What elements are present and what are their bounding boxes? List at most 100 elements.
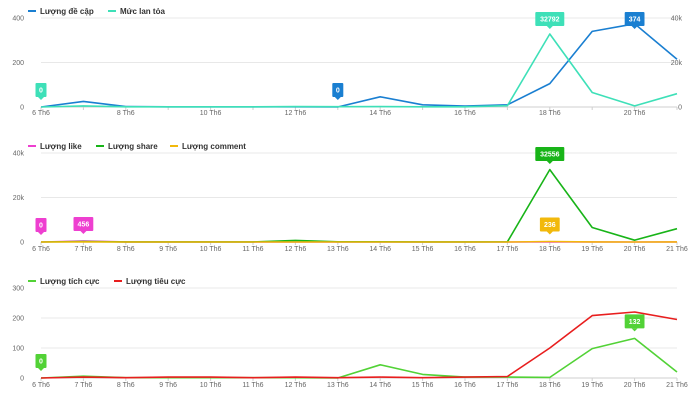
engagement-y-tick-label: 20k [13,195,25,202]
mentions-data-label-box [535,12,565,26]
series-line-muc-lan-toa[interactable] [40,33,678,108]
mentions-x-tick-label: 14 Th6 [369,110,391,117]
engagement-data-label-text: 32556 [540,152,560,159]
series-line-luong-tieu-cuc[interactable] [40,311,678,379]
engagement-x-tick-label: 16 Th6 [454,246,476,253]
engagement-x-tick-label: 15 Th6 [412,246,434,253]
mentions-data-label: 0 [332,83,344,100]
mentions-x-tick-label: 8 Th6 [117,110,135,117]
mentions-x-tick-label: 6 Th6 [32,110,50,117]
mentions-data-label-pointer [38,97,44,100]
sentiment-x-tick-label: 16 Th6 [454,382,476,389]
sentiment-y-tick-label: 100 [12,346,24,353]
sentiment-data-label-text: 0 [39,359,43,366]
engagement-data-label: 0 [35,218,47,235]
mentions-y-tick-label: 0 [20,105,24,112]
mentions-reach-chart: Lượng đề cập Mức lan tỏa 0 200 400 0 20k 40k 6 T… [12,7,683,117]
engagement-data-label-pointer [80,230,87,234]
sentiment-x-tick-label: 21 Th6 [666,382,688,389]
legend-label-muc-lan-toa[interactable]: Mức lan tỏa [120,7,165,16]
sentiment-data-label: 132 [624,314,645,332]
engagement-x-tick-label: 8 Th6 [117,246,135,253]
sentiment-y-tick-label: 0 [20,376,24,383]
mentions-data-label-pointer [334,97,341,100]
mentions-data-label-text: 0 [39,88,43,95]
mentions-data-label: 32792 [535,12,565,29]
legend-label-luong-comment[interactable]: Lượng comment [182,142,246,151]
series-line-luong-comment[interactable] [40,240,678,243]
legend-label-luong-like[interactable]: Lượng like [40,142,82,151]
engagement-x-tick-label: 7 Th6 [75,246,93,253]
sentiment-data-label-text: 132 [629,319,641,326]
series-line-luong-de-cap[interactable] [40,22,678,108]
engagement-x-tick-label: 18 Th6 [539,246,561,253]
engagement-y-tick-label: 40k [13,151,25,158]
sentiment-data-label: 0 [35,354,47,371]
mentions-data-label-pointer [631,26,638,29]
sentiment-y-tick-label: 300 [12,286,24,293]
sentiment-x-tick-label: 10 Th6 [200,382,222,389]
mentions-y2-tick-label: 0 [678,105,682,112]
sentiment-x-tick-label: 6 Th6 [32,382,50,389]
mentions-y2-tick-label: 40k [671,16,683,23]
legend-label-luong-share[interactable]: Lượng share [108,142,158,151]
engagement-x-tick-label: 6 Th6 [32,246,50,253]
mentions-data-label-box [35,83,47,97]
series-line-luong-share[interactable] [40,168,678,243]
mentions-x-tick-label: 18 Th6 [539,110,561,117]
mentions-data-label-text: 0 [336,88,340,95]
engagement-data-label: 456 [73,216,94,234]
engagement-data-label-box [535,147,565,161]
sentiment-x-tick-label: 19 Th6 [581,382,603,389]
engagement-data-label-pointer [546,231,553,235]
sentiment-x-tick-label: 17 Th6 [497,382,519,389]
engagement-data-label-box [539,217,560,232]
legend-label-luong-de-cap[interactable]: Lượng đề cập [40,7,94,16]
sentiment-data-label-pointer [38,368,44,371]
engagement-data-label-text: 0 [39,223,43,230]
engagement-x-tick-label: 12 Th6 [285,246,307,253]
mentions-y-tick-label: 400 [12,16,24,23]
mentions-x-tick-label: 12 Th6 [285,110,307,117]
engagement-data-label-text: 456 [78,221,90,228]
legend-label-luong-tich-cuc[interactable]: Lượng tích cực [40,277,100,286]
sentiment-x-tick-label: 13 Th6 [327,382,349,389]
sentiment-x-tick-label: 7 Th6 [75,382,93,389]
mentions-data-label-box [624,12,645,26]
mentions-x-tick-label: 10 Th6 [200,110,222,117]
sentiment-x-tick-label: 20 Th6 [624,382,646,389]
mentions-data-label: 0 [35,83,47,100]
engagement-x-tick-label: 11 Th6 [242,246,263,253]
engagement-y-tick-label: 0 [20,240,24,247]
sentiment-y-tick-label: 200 [12,316,24,323]
engagement-data-label-text: 236 [544,222,556,229]
mentions-y-tick-label: 200 [12,60,24,67]
sentiment-x-tick-label: 18 Th6 [539,382,561,389]
engagement-x-tick-label: 17 Th6 [497,246,519,253]
engagement-x-tick-label: 21 Th6 [666,246,688,253]
sentiment-x-tick-label: 15 Th6 [412,382,434,389]
engagement-data-label-pointer [546,161,553,164]
sentiment-x-tick-label: 11 Th6 [242,382,263,389]
series-line-luong-tich-cuc[interactable] [40,337,678,379]
mentions-x-tick-label: 16 Th6 [454,110,476,117]
engagement-x-tick-label: 13 Th6 [327,246,349,253]
mentions-data-label-box [332,83,344,97]
engagement-data-label-box [73,216,94,231]
sentiment-chart: Lượng tích cực Lượng tiêu cực 0 100 200 300 6 … [12,277,688,389]
engagement-data-label: 32556 [535,147,565,164]
engagement-data-label: 236 [539,217,560,235]
sentiment-x-tick-label: 14 Th6 [369,382,391,389]
mentions-data-label-text: 32792 [540,17,560,24]
mentions-y2-tick-label: 20k [671,60,683,67]
mentions-data-label-text: 374 [629,17,641,24]
engagement-x-tick-label: 19 Th6 [581,246,603,253]
engagement-x-tick-label: 9 Th6 [159,246,177,253]
engagement-x-tick-label: 10 Th6 [200,246,222,253]
mentions-x-tick-label: 20 Th6 [624,110,646,117]
engagement-chart: Lượng like Lượng share Lượng comment 0 20k 40… [13,142,688,253]
mentions-data-label-pointer [546,26,553,29]
legend-label-luong-tieu-cuc[interactable]: Lượng tiêu cực [126,277,186,286]
sentiment-x-tick-label: 12 Th6 [285,382,307,389]
